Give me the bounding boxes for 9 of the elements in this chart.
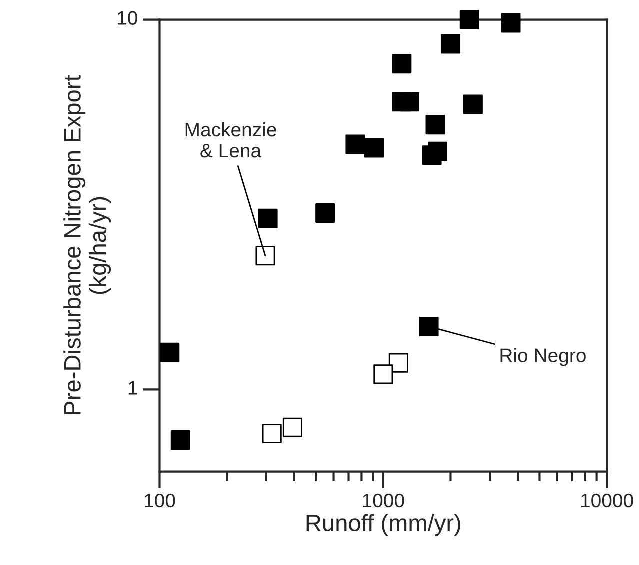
- x-tick-label: 100: [145, 494, 176, 508]
- y-axis-title: Pre-Disturbance Nitrogen Export (kg/ha/yr): [64, 75, 112, 414]
- x-tick-label: 10000: [582, 494, 634, 508]
- annotation: Rio Negro: [500, 348, 586, 366]
- y-tick-label: 1: [128, 381, 138, 395]
- annotation: Mackenzie & Lena: [186, 122, 276, 158]
- x-axis-title: Runoff (mm/yr): [306, 514, 460, 536]
- y-tick-label: 10: [118, 11, 138, 25]
- x-tick-label: 1000: [363, 494, 404, 508]
